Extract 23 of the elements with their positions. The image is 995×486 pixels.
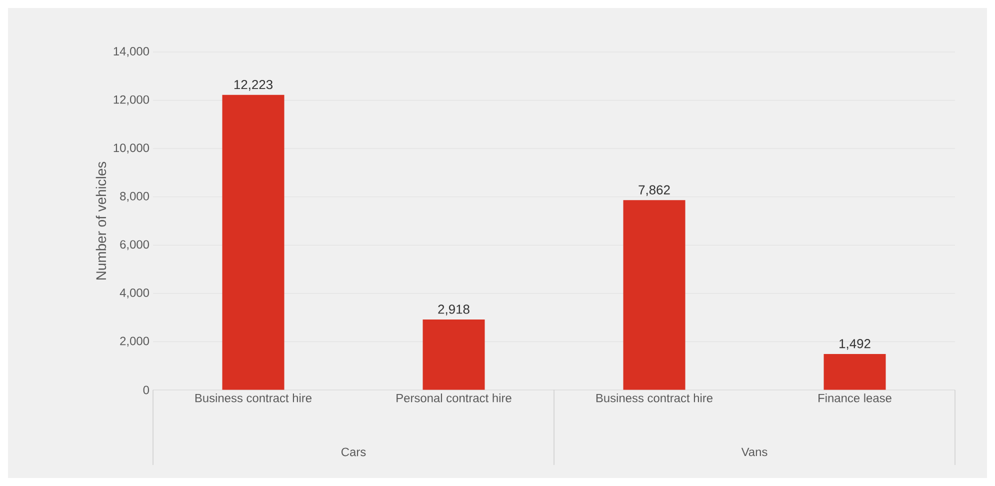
y-tick-label: 14,000 — [114, 47, 150, 57]
data-label: 2,918 — [438, 304, 470, 316]
bar — [623, 200, 686, 390]
data-label: 12,223 — [234, 80, 272, 91]
x-tick-label: Business contract hire — [596, 394, 713, 402]
y-tick-label: 12,000 — [114, 95, 150, 106]
data-label: 7,862 — [638, 185, 670, 196]
bar — [422, 320, 485, 390]
x-tick-label: Personal contract hire — [396, 394, 512, 402]
y-tick-label: 8,000 — [120, 192, 150, 202]
x-tick-label: Finance lease — [818, 394, 892, 402]
text: Cars — [342, 448, 366, 456]
x-tick-label: Business contract hire — [195, 394, 312, 402]
y-axis-title: Number of vehicles — [96, 162, 106, 280]
data-label: 1,492 — [840, 339, 870, 350]
text: Vans — [741, 448, 768, 456]
y-tick-label: 6,000 — [120, 240, 150, 250]
y-tick-label: 4,000 — [120, 288, 150, 298]
y-tick-label: 0 — [143, 386, 150, 394]
y-tick-label: 2,000 — [120, 336, 150, 347]
bar — [824, 354, 886, 390]
y-tick-label: 10,000 — [114, 144, 150, 154]
bar — [222, 94, 284, 390]
